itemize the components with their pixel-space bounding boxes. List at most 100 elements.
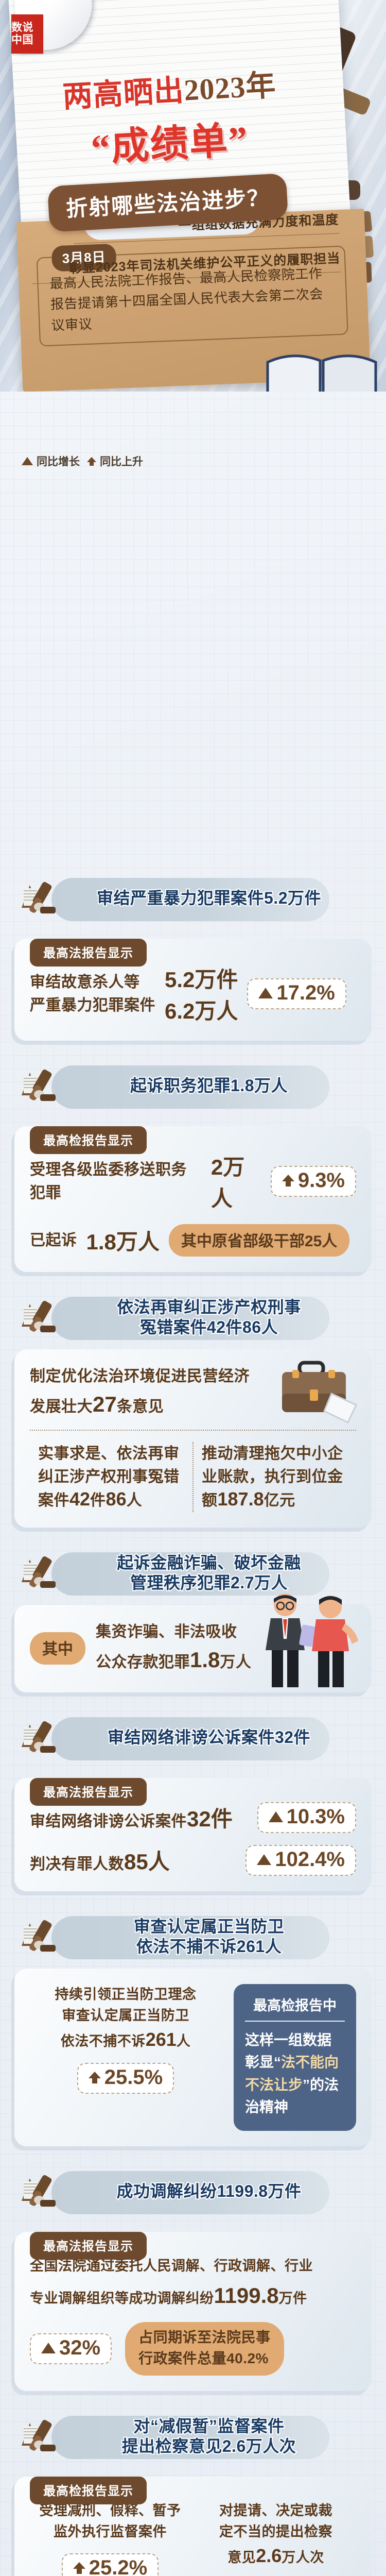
growth-badge: 25.2% (61, 2553, 159, 2576)
col-right-unit: 万人次 (282, 2550, 324, 2566)
col-left-value-b: 86 (106, 1488, 127, 1510)
top-value: 27 (93, 1392, 117, 1416)
data-row: 32% 占同期诉至法院民事 行政案件总量40.2% (30, 2322, 356, 2376)
top-text-line2: 发展壮大27条意见 (30, 1388, 256, 1420)
brand-stamp-text: 数说中国 (11, 21, 33, 46)
section-card-wrap: 最高法报告显示 审结故意杀人等 严重暴力犯罪案件 5.2万件 6.2万人 (14, 939, 372, 1041)
section-card-wrap: 最高法报告显示 全国法院通过委托人民调解、行政调解、行业 专业调解组织等成功调解… (14, 2231, 372, 2392)
left-line2: 审查认定属正当防卫 (62, 2007, 189, 2023)
section-duty-crime: 起诉职务犯罪1.8万人 最高检报告显示 受理各级监委移送职务犯罪 2万人 9.3… (0, 1058, 386, 1272)
source-label: 最高法报告显示 (30, 1778, 147, 1806)
col-right-unit: 亿元 (264, 1492, 295, 1509)
row-value: 1.8 (190, 1648, 220, 1672)
row-value: 2万人 (210, 1155, 245, 1211)
section-title: 依法再审纠正涉产权刑事 冤错案件42件86人 (67, 1297, 372, 1337)
gavel-icon (22, 2420, 56, 2452)
col-left-unit-a: 件 (90, 1492, 106, 1509)
source-label: 最高法报告显示 (30, 939, 147, 967)
source-label: 最高检报告显示 (30, 1126, 147, 1154)
growth-badge-value: 10.3% (286, 1805, 345, 1828)
data-row: 审结故意杀人等 严重暴力犯罪案件 5.2万件 6.2万人 17.2% (30, 962, 356, 1025)
section-header-pill (51, 1552, 329, 1596)
row-text: 判决有罪人数 (30, 1856, 124, 1873)
quote-note-body: 这样一组数据彰显“法不能向不法让步”的法治精神 (245, 2029, 345, 2119)
data-row: 其中 集资诈骗、非法吸收 公众存款犯罪1.8万人 (30, 1620, 356, 1676)
col-left-unit-b: 人 (126, 1492, 143, 1509)
section-title-line2: 依法不捕不诉261人 (135, 1936, 283, 1957)
left-unit: 人 (176, 2033, 191, 2049)
section-header-pill (51, 1717, 329, 1760)
gavel-icon (22, 1300, 56, 1332)
col-right-text: 推动清理拖欠中小企业账款，执行到位金额 (202, 1445, 343, 1509)
detail-chip: 其中 (30, 1632, 85, 1665)
quote-note: 最高检报告中 这样一组数据彰显“法不能向不法让步”的法治精神 (234, 1984, 356, 2131)
top-text-block: 制定优化法治环境促进民营经济 发展壮大27条意见 (30, 1365, 256, 1420)
data-card: 其中 集资诈骗、非法吸收 公众存款犯罪1.8万人 (14, 1594, 372, 1692)
arrow-up-icon (87, 456, 96, 466)
card-unit: 万件 (278, 2291, 307, 2307)
section-self-defense: 审查认定属正当防卫 依法不捕不诉261人 持续引领正当防卫理念 审查认定属正当防… (0, 1909, 386, 2146)
section-header: 成功调解纠纷1199.8万件 (14, 2164, 372, 2219)
row-text: 受理各级监委移送职务犯罪 (30, 1161, 187, 1201)
section-card-wrap: 其中 集资诈骗、非法吸收 公众存款犯罪1.8万人 (14, 1594, 372, 1692)
growth-badge: 102.4% (245, 1844, 356, 1876)
growth-badge: 10.3% (257, 1802, 356, 1833)
share-pill-line2: 行政案件总量40.2% (138, 2350, 269, 2366)
column-left: 实事求是、依法再审纠正涉产权刑事冤错案件42件86人 (30, 1442, 192, 1512)
col-right-value: 187.8 (217, 1488, 264, 1510)
briefcase-icon (282, 1361, 358, 1424)
section-header: 对“减假暂”监督案件 提出检察意见2.6万人次 (14, 2409, 372, 2464)
section-mediation: 成功调解纠纷1199.8万件 最高法报告显示 全国法院通过委托人民调解、行政调解… (0, 2164, 386, 2392)
triangle-up-icon (41, 2343, 56, 2354)
row-text-block: 集资诈骗、非法吸收 公众存款犯罪1.8万人 (96, 1620, 251, 1676)
divider (30, 1430, 356, 1431)
header-banner: 数说中国 两高晒出2023年 “成绩单” 折射哪些法治进步？ 3月8日 最高人民… (0, 0, 386, 392)
section-title-line1: 起诉金融诈骗、破坏金融 (116, 1552, 302, 1573)
growth-badge-value: 9.3% (297, 1169, 345, 1192)
data-row: 受理减刑、假释、暂予 监外执行监督案件 25.2% 对提请、决定或裁 (30, 2500, 356, 2576)
two-people-icon (266, 1594, 358, 1687)
section-title-line2: 管理秩序犯罪2.7万人 (129, 1572, 289, 1593)
arrow-up-icon (73, 2562, 85, 2574)
source-label: 最高法报告显示 (30, 2231, 147, 2260)
quote-note-header: 最高检报告中 (245, 1994, 345, 2022)
row-value-block: 5.2万件 6.2万人 (165, 962, 238, 1025)
arrow-up-icon (282, 1174, 294, 1187)
growth-badge-value: 17.2% (276, 981, 335, 1004)
section-card-wrap: 最高检报告显示 受理减刑、假释、暂予 监外执行监督案件 25.2% (14, 2477, 372, 2576)
legend-label-rise: 同比上升 (100, 456, 143, 468)
section-title: 对“减假暂”监督案件 提出检察意见2.6万人次 (67, 2416, 372, 2456)
column-right: 对提请、决定或裁 定不当的提出检察 意见2.6万人次 (196, 2500, 356, 2570)
column-left: 受理减刑、假释、暂予 监外执行监督案件 25.2% (30, 2500, 190, 2576)
section-header-pill (51, 2171, 329, 2214)
col-left-value-a: 42 (69, 1488, 91, 1510)
section-header-pill (51, 1297, 329, 1340)
section-title: 审结网络诽谤公诉案件32件 (107, 1727, 311, 1748)
card-value: 1199.8 (214, 2283, 279, 2308)
section-header: 起诉职务犯罪1.8万人 (14, 1058, 372, 1114)
data-row: 持续引领正当防卫理念 审查认定属正当防卫 依法不捕不诉261人 25.5% (30, 1984, 356, 2131)
column-right: 推动清理拖欠中小企业账款，执行到位金额187.8亿元 (192, 1442, 356, 1512)
left-line1: 持续引领正当防卫理念 (55, 1987, 197, 2002)
data-card: 制定优化法治环境促进民营经济 发展壮大27条意见 实事求是、依法再审纠正涉产权刑… (14, 1349, 372, 1528)
legend-item-growth: 同比增长 (22, 453, 80, 469)
section-parole-supervision: 对“减假暂”监督案件 提出检察意见2.6万人次 最高检报告显示 受理减刑、假释、… (0, 2409, 386, 2576)
left-line3-prefix: 依法不捕不诉 (60, 2033, 146, 2049)
data-card: 审结故意杀人等 严重暴力犯罪案件 5.2万件 6.2万人 17.2% (14, 939, 372, 1041)
data-card: 持续引领正当防卫理念 审查认定属正当防卫 依法不捕不诉261人 25.5% (14, 1969, 372, 2146)
left-badge-wrap: 25.5% (30, 2063, 221, 2094)
growth-badge-value: 25.5% (104, 2066, 163, 2089)
gavel-icon (22, 1920, 56, 1952)
row-text: 审结网络诽谤公诉案件 (30, 1813, 187, 1830)
growth-badge: 25.5% (77, 2063, 174, 2094)
row-value: 32件 (187, 1807, 233, 1831)
triangle-up-icon (258, 988, 273, 998)
row-value-2: 6.2万人 (165, 999, 238, 1023)
source-label: 最高检报告显示 (30, 2477, 147, 2505)
triangle-up-icon (268, 1811, 283, 1822)
section-title-line2: 提出检察意见2.6万人次 (121, 2436, 297, 2456)
brand-stamp: 数说中国 (11, 14, 43, 54)
section-title: 审结严重暴力犯罪案件5.2万件 (96, 888, 322, 908)
growth-badge-value: 32% (59, 2336, 101, 2360)
row-text-block: 判决有罪人数85人 (30, 1844, 170, 1876)
